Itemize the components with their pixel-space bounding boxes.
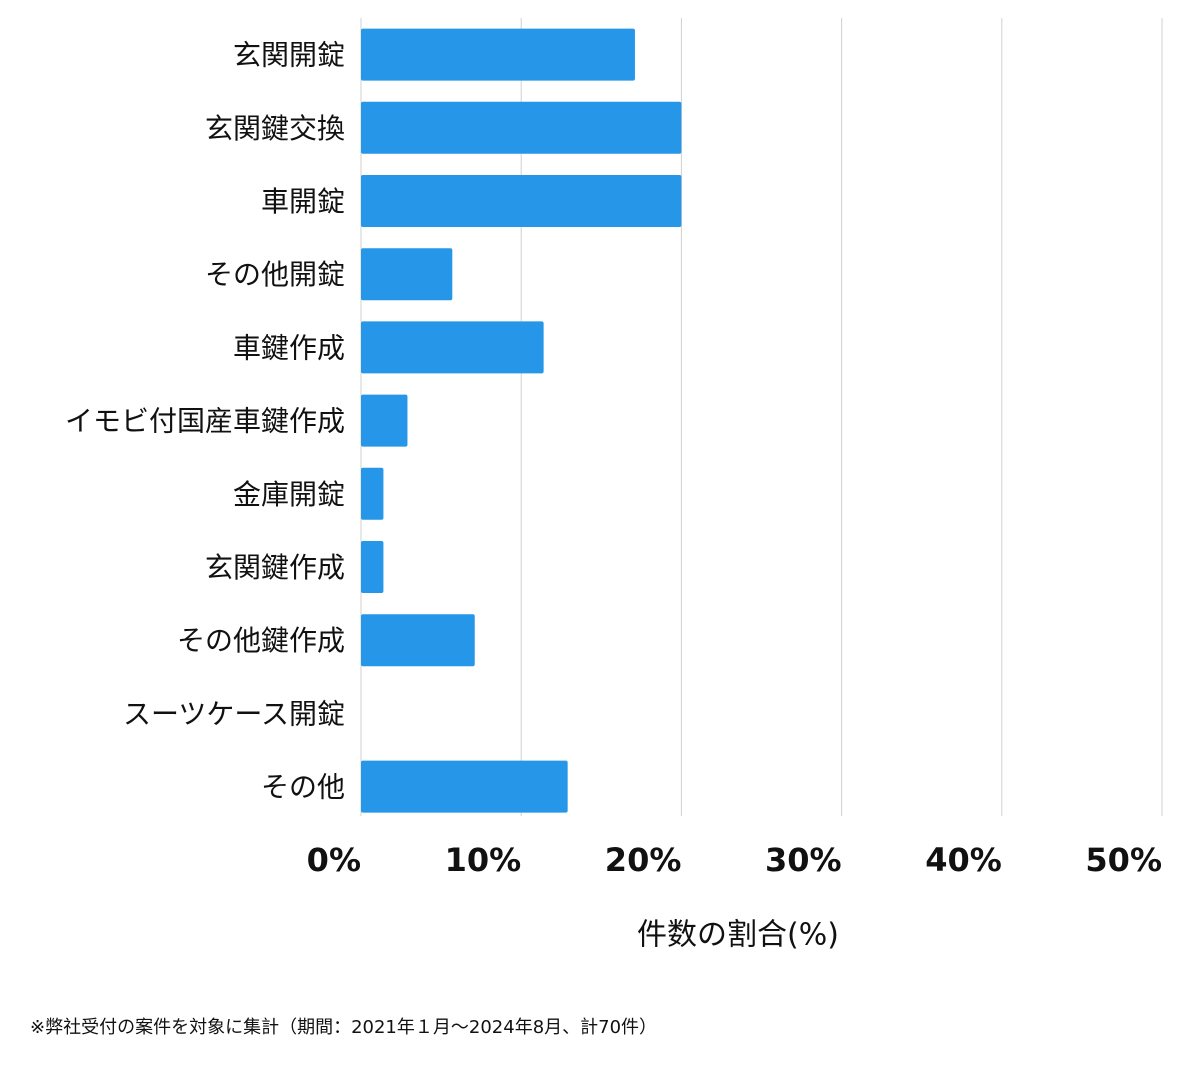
bar [361,760,568,813]
bar [361,248,453,301]
x-tick-label: 0% [307,841,361,879]
bar [361,541,384,593]
y-tick-label: その他鍵作成 [177,624,345,657]
y-tick-label: スーツケース開錠 [123,697,345,730]
x-tick-label: 20% [605,841,682,879]
y-tick-label: 車鍵作成 [233,331,345,364]
bar [361,28,635,81]
y-tick-label: その他 [261,771,345,804]
bar [361,321,544,374]
bar [361,101,682,154]
y-tick-label: 玄関開錠 [233,39,345,72]
x-axis-label: 件数の割合(%) [637,918,839,953]
y-tick-label: 玄関鍵作成 [205,551,345,584]
bar [361,394,408,447]
y-tick-label: その他開錠 [205,258,345,291]
y-tick-label: 金庫開錠 [233,478,345,511]
x-tick-label: 10% [445,841,522,879]
bar [361,467,384,520]
y-tick-label: イモビ付国産車鍵作成 [65,405,345,438]
x-tick-label: 40% [925,841,1002,879]
x-tick-label: 30% [765,841,842,879]
y-tick-label: 玄関鍵交換 [205,112,345,145]
y-tick-label: 車開錠 [261,185,345,218]
x-tick-label: 50% [1085,841,1162,879]
footnote: ※弊社受付の案件を対象に集計（期間：2021年１月〜2024年8月、計70件） [30,1017,657,1038]
bar [361,175,682,227]
bar [361,614,475,667]
